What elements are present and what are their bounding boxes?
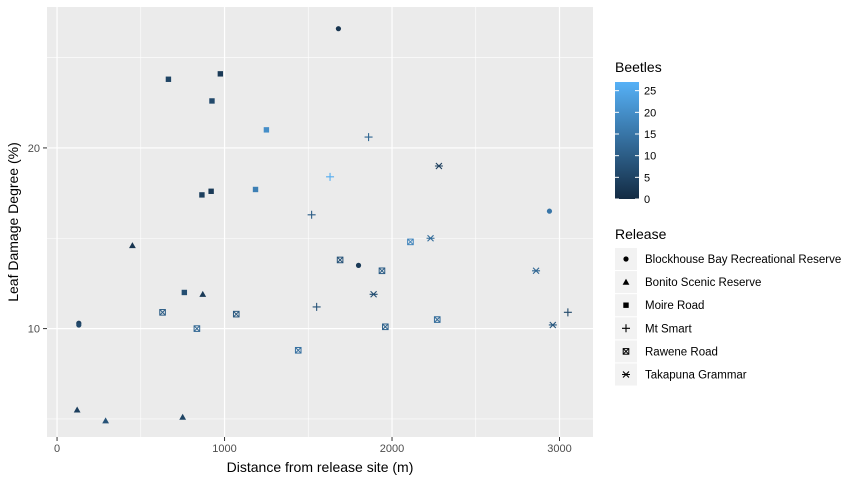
data-point <box>193 325 201 332</box>
data-point <box>73 406 81 413</box>
data-point <box>336 256 344 264</box>
data-point <box>364 133 373 142</box>
x-tick-label: 3000 <box>547 443 571 455</box>
data-point <box>208 188 214 194</box>
color-legend: Beetles 0 5 10 15 20 25 <box>615 59 662 206</box>
data-point <box>232 310 240 318</box>
data-point <box>179 413 187 420</box>
data-point <box>546 208 553 214</box>
shape-legend-marker <box>623 302 629 308</box>
shape-legend: Release Blockhouse Bay Recreational Rese… <box>615 226 841 386</box>
color-legend-tick-label: 25 <box>644 86 656 98</box>
data-point <box>76 322 82 328</box>
data-point <box>263 127 270 133</box>
color-legend-ticks: 0 5 10 15 20 25 <box>615 86 656 206</box>
data-point <box>294 346 302 354</box>
y-tick-label: 20 <box>28 143 40 155</box>
shape-legend-label: Takapuna Grammar <box>645 370 747 382</box>
shape-legend-marker <box>622 371 630 378</box>
shape-legend-label: Bonito Scenic Reserve <box>645 277 761 289</box>
grid-lines <box>47 7 593 437</box>
data-points <box>73 26 572 424</box>
data-point <box>199 192 205 198</box>
data-point <box>159 309 166 316</box>
x-axis: 0 1000 2000 3000 <box>54 437 572 455</box>
color-legend-bar <box>615 82 639 199</box>
y-tick-label: 10 <box>28 324 40 336</box>
color-legend-title: Beetles <box>615 59 662 75</box>
x-axis-title: Distance from release site (m) <box>227 459 414 475</box>
data-point <box>326 172 335 181</box>
data-point <box>129 242 136 249</box>
data-point <box>434 162 443 170</box>
shape-legend-title: Release <box>615 226 667 242</box>
data-point <box>181 289 188 296</box>
shape-legend-label: Mt Smart <box>645 323 692 335</box>
shape-legend-label: Moire Road <box>645 300 704 312</box>
data-point <box>407 238 414 246</box>
shape-legend-label: Rawene Road <box>645 346 718 358</box>
x-tick-label: 2000 <box>380 443 404 455</box>
data-point <box>102 417 110 424</box>
data-point <box>378 267 386 275</box>
data-point <box>355 262 362 268</box>
data-point <box>252 186 259 193</box>
x-tick-label: 1000 <box>212 443 236 455</box>
shape-legend-marker <box>622 324 630 333</box>
shape-legend-marker <box>623 256 629 262</box>
data-point <box>199 290 207 297</box>
color-legend-tick-label: 20 <box>644 107 656 119</box>
data-point <box>369 290 378 298</box>
data-point <box>335 26 342 32</box>
data-point <box>548 321 557 329</box>
color-legend-tick-label: 5 <box>644 172 650 184</box>
data-point <box>563 308 572 317</box>
shape-legend-marker <box>622 348 630 355</box>
data-point <box>312 302 321 311</box>
x-tick-label: 0 <box>54 443 60 455</box>
shape-legend-marker <box>622 278 630 285</box>
y-axis: 10 20 <box>28 143 47 336</box>
data-point <box>209 98 215 104</box>
panel-background <box>47 7 593 437</box>
color-legend-tick-label: 15 <box>644 129 656 141</box>
data-point <box>433 316 441 323</box>
data-point <box>165 76 172 82</box>
data-point <box>382 323 389 331</box>
color-legend-tick-label: 0 <box>644 194 650 206</box>
data-point <box>426 234 435 242</box>
shape-legend-label: Blockhouse Bay Recreational Reserve <box>645 254 841 266</box>
data-point <box>307 210 316 219</box>
color-legend-tick-label: 10 <box>644 151 656 163</box>
data-point <box>532 267 541 275</box>
data-point <box>217 71 224 77</box>
y-axis-title: Leaf Damage Degree (%) <box>5 142 21 302</box>
